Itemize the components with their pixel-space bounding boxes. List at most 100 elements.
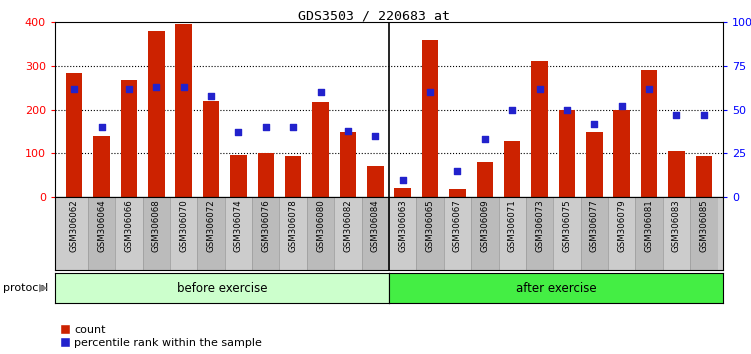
Text: GSM306071: GSM306071 — [508, 199, 517, 252]
Text: after exercise: after exercise — [516, 281, 596, 295]
Point — [178, 84, 190, 90]
Bar — [553, 197, 581, 270]
Bar — [690, 197, 717, 270]
Bar — [504, 141, 520, 197]
Bar — [203, 101, 219, 197]
Point — [479, 136, 491, 142]
Point — [95, 124, 107, 130]
Point — [232, 130, 244, 135]
Bar — [312, 102, 329, 197]
Text: GSM306085: GSM306085 — [699, 199, 708, 252]
Bar — [362, 197, 389, 270]
Text: GSM306078: GSM306078 — [288, 199, 297, 252]
Bar — [559, 109, 575, 197]
Bar — [285, 156, 301, 197]
Bar — [307, 197, 334, 270]
Point — [397, 177, 409, 182]
Point — [506, 107, 518, 112]
Bar — [334, 197, 362, 270]
Point — [643, 86, 655, 91]
Text: GSM306084: GSM306084 — [371, 199, 380, 252]
Text: GSM306079: GSM306079 — [617, 199, 626, 252]
Point — [287, 124, 299, 130]
Point — [369, 133, 382, 138]
Text: GSM306075: GSM306075 — [562, 199, 572, 252]
Bar — [121, 80, 137, 197]
Bar — [176, 24, 192, 197]
Bar — [635, 197, 663, 270]
Bar — [252, 197, 279, 270]
Bar — [668, 151, 685, 197]
Text: GSM306074: GSM306074 — [234, 199, 243, 252]
Point — [315, 89, 327, 95]
Point — [68, 86, 80, 91]
Point — [123, 86, 135, 91]
Point — [588, 121, 600, 126]
Point — [205, 93, 217, 98]
Point — [533, 86, 545, 91]
Bar — [444, 197, 471, 270]
Bar — [143, 197, 170, 270]
Text: ▶: ▶ — [39, 283, 47, 293]
Point — [260, 124, 272, 130]
Bar — [231, 155, 246, 197]
Bar — [471, 197, 499, 270]
Bar — [339, 132, 356, 197]
Bar — [641, 70, 657, 197]
Text: GSM306083: GSM306083 — [672, 199, 681, 252]
Legend: count, percentile rank within the sample: count, percentile rank within the sample — [61, 325, 262, 348]
Bar — [422, 40, 439, 197]
Bar — [586, 132, 602, 197]
Bar — [581, 197, 608, 270]
Bar — [394, 188, 411, 197]
Text: protocol: protocol — [3, 283, 48, 293]
Bar — [608, 197, 635, 270]
Point — [698, 112, 710, 118]
Text: GSM306081: GSM306081 — [644, 199, 653, 252]
Bar — [663, 197, 690, 270]
Bar — [614, 110, 630, 197]
Bar — [225, 197, 252, 270]
Point — [616, 103, 628, 109]
Point — [451, 168, 463, 173]
Bar — [389, 197, 416, 270]
Text: GSM306072: GSM306072 — [207, 199, 216, 252]
Text: GSM306066: GSM306066 — [125, 199, 134, 252]
Text: GSM306067: GSM306067 — [453, 199, 462, 252]
Text: GSM306070: GSM306070 — [179, 199, 189, 252]
Bar — [695, 156, 712, 197]
Point — [671, 112, 683, 118]
Bar — [279, 197, 307, 270]
Bar — [258, 153, 274, 197]
Text: GSM306062: GSM306062 — [70, 199, 79, 252]
Text: GSM306077: GSM306077 — [590, 199, 599, 252]
Text: GSM306068: GSM306068 — [152, 199, 161, 252]
Bar — [148, 31, 164, 197]
Bar — [416, 197, 444, 270]
Text: GSM306080: GSM306080 — [316, 199, 325, 252]
Bar — [93, 136, 110, 197]
Bar — [88, 197, 115, 270]
Bar — [115, 197, 143, 270]
Point — [150, 84, 162, 90]
Bar — [170, 197, 198, 270]
Point — [424, 89, 436, 95]
Bar — [66, 73, 83, 197]
Text: GSM306076: GSM306076 — [261, 199, 270, 252]
Point — [561, 107, 573, 112]
Bar — [367, 166, 384, 197]
Text: GDS3503 / 220683_at: GDS3503 / 220683_at — [298, 9, 450, 22]
Text: GSM306065: GSM306065 — [426, 199, 435, 252]
Text: GSM306063: GSM306063 — [398, 199, 407, 252]
Bar — [198, 197, 225, 270]
Text: GSM306082: GSM306082 — [343, 199, 352, 252]
Text: before exercise: before exercise — [176, 281, 267, 295]
Bar — [449, 189, 466, 197]
Bar — [499, 197, 526, 270]
Text: GSM306064: GSM306064 — [97, 199, 106, 252]
Bar — [477, 162, 493, 197]
Bar — [526, 197, 553, 270]
Point — [342, 128, 354, 133]
Bar — [532, 61, 547, 197]
Bar — [61, 197, 88, 270]
